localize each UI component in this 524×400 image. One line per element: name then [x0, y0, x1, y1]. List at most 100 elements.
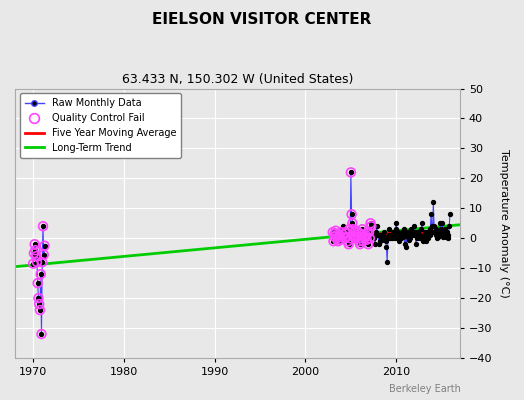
Point	[347, 169, 355, 176]
Point	[423, 234, 431, 240]
Point	[380, 229, 388, 236]
Point	[409, 229, 417, 236]
Point	[395, 235, 403, 242]
Point	[342, 230, 351, 237]
Point	[352, 228, 361, 234]
Point	[39, 223, 47, 230]
Point	[340, 232, 348, 238]
Point	[381, 234, 389, 240]
Point	[407, 226, 416, 232]
Point	[367, 223, 376, 230]
Point	[331, 230, 339, 237]
Point	[397, 235, 405, 242]
Point	[40, 242, 49, 249]
Point	[335, 232, 344, 238]
Point	[32, 259, 41, 265]
Point	[434, 232, 443, 238]
Point	[398, 229, 407, 236]
Point	[38, 259, 47, 265]
Point	[329, 238, 337, 244]
Point	[355, 238, 363, 244]
Point	[369, 235, 378, 242]
Point	[408, 232, 417, 238]
Point	[40, 242, 49, 249]
Point	[401, 229, 410, 236]
Point	[443, 235, 452, 242]
Point	[38, 259, 47, 265]
Point	[358, 226, 366, 232]
Point	[410, 232, 419, 238]
Point	[424, 235, 432, 242]
Point	[425, 232, 434, 238]
Point	[431, 226, 440, 232]
Point	[332, 232, 341, 238]
Point	[419, 238, 427, 244]
Point	[417, 226, 425, 232]
Point	[421, 229, 429, 236]
Point	[420, 232, 429, 238]
Point	[32, 253, 40, 259]
Point	[416, 235, 424, 242]
Point	[344, 238, 352, 244]
Point	[382, 244, 390, 250]
Point	[388, 232, 396, 238]
Point	[435, 229, 444, 236]
Point	[341, 235, 349, 242]
Point	[36, 307, 44, 313]
Point	[343, 234, 351, 240]
Point	[396, 234, 404, 240]
Point	[365, 229, 373, 236]
Point	[339, 223, 347, 230]
Point	[366, 235, 374, 242]
Point	[433, 235, 441, 242]
Point	[368, 232, 376, 238]
Point	[333, 235, 342, 242]
Point	[405, 236, 413, 243]
Point	[365, 229, 373, 236]
Point	[354, 229, 363, 236]
Point	[366, 220, 375, 226]
Point	[31, 247, 40, 254]
Point	[361, 234, 369, 240]
Point	[344, 241, 353, 248]
Point	[29, 260, 37, 267]
Point	[419, 235, 428, 242]
Point	[443, 229, 451, 236]
Point	[392, 220, 400, 226]
Point	[357, 232, 366, 238]
Point	[352, 228, 361, 234]
Point	[372, 229, 380, 236]
Point	[426, 226, 434, 232]
Point	[377, 235, 385, 242]
Point	[373, 232, 381, 238]
Point	[366, 220, 375, 226]
Point	[34, 280, 42, 286]
Point	[37, 331, 46, 337]
Point	[374, 232, 383, 238]
Point	[342, 229, 350, 236]
Point	[378, 236, 386, 243]
Point	[39, 223, 47, 230]
Point	[337, 229, 345, 236]
Point	[35, 301, 43, 307]
Point	[441, 232, 450, 238]
Point	[358, 226, 366, 232]
Point	[348, 220, 356, 226]
Point	[381, 238, 390, 244]
Point	[30, 241, 39, 248]
Point	[375, 241, 383, 248]
Point	[329, 238, 337, 244]
Point	[402, 232, 411, 238]
Point	[356, 235, 365, 242]
Point	[30, 250, 38, 256]
Point	[334, 238, 342, 244]
Point	[444, 232, 453, 238]
Point	[348, 220, 356, 226]
Point	[428, 223, 436, 230]
Point	[332, 228, 340, 234]
Point	[395, 238, 403, 244]
Point	[37, 271, 45, 277]
Title: 63.433 N, 150.302 W (United States): 63.433 N, 150.302 W (United States)	[122, 73, 353, 86]
Point	[373, 223, 381, 230]
Point	[361, 234, 369, 240]
